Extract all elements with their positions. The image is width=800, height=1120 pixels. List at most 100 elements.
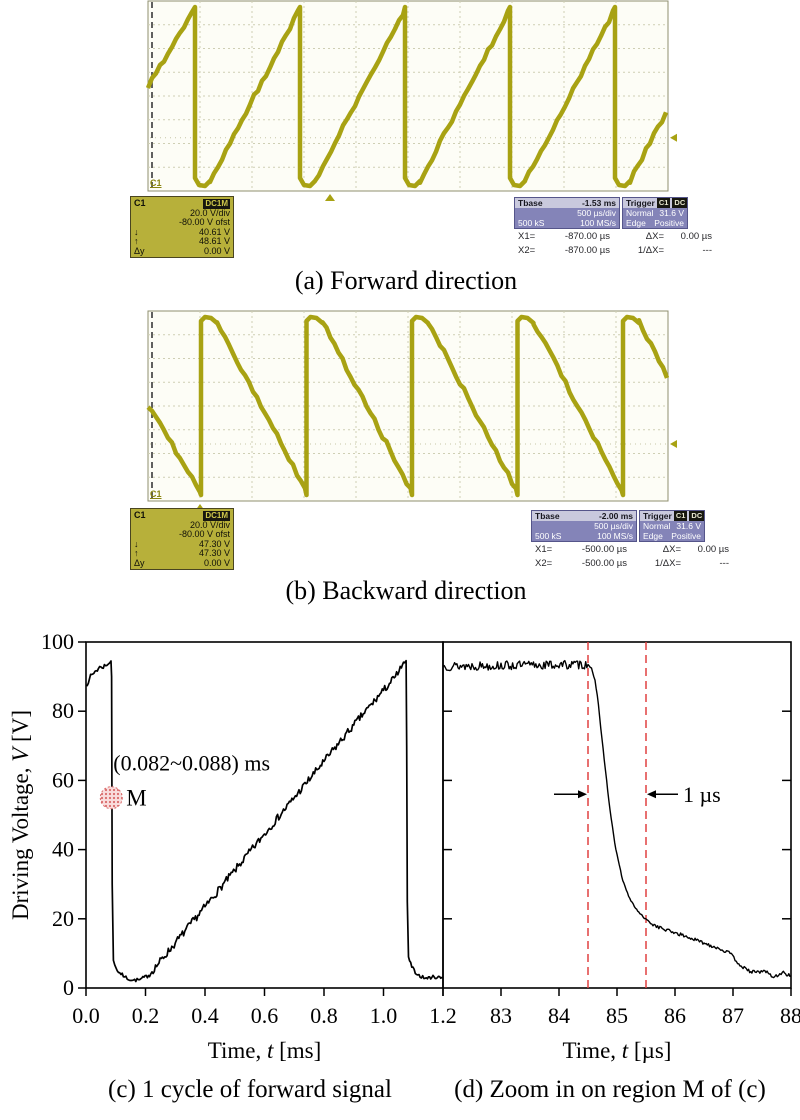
timebase-delay: -1.53 ms bbox=[581, 198, 616, 208]
x-tick-label: 0.6 bbox=[251, 1003, 279, 1028]
min-cursor-icon: ↓ bbox=[134, 226, 139, 237]
trigger-label: Trigger bbox=[626, 198, 655, 208]
region-label: M bbox=[126, 786, 146, 811]
x-axis-title-d: Time, t [µs] bbox=[563, 1038, 672, 1063]
x-tick-label: 88 bbox=[780, 1003, 800, 1028]
caption-d: (d) Zoom in on region M of (c) bbox=[454, 1076, 766, 1103]
delta-y-icon: Δy bbox=[134, 557, 145, 568]
x-tick-label: 1.2 bbox=[429, 1003, 457, 1028]
trigger-level: 31.6 V bbox=[659, 208, 684, 218]
cursor-readout-x1: X1= -500.00 µs ΔX= 0.00 µs bbox=[535, 544, 729, 555]
x-tick-label: 85 bbox=[606, 1003, 628, 1028]
offset-readout: -80.00 V ofst bbox=[178, 529, 230, 540]
trigger-coupling-badge: DC bbox=[689, 511, 705, 521]
volts-per-div: 20.0 V/div bbox=[189, 519, 230, 530]
memory-depth: 500 kS bbox=[518, 218, 545, 228]
delta-y-value: 0.00 V bbox=[203, 245, 230, 256]
cursor-readout-x2: X2= -500.00 µs 1/ΔX= --- bbox=[535, 558, 729, 569]
dx-value: 0.00 µs bbox=[680, 231, 712, 242]
inv-dx-label: 1/ΔX= bbox=[654, 558, 681, 569]
trigger-label: Trigger bbox=[643, 511, 672, 521]
x-tick-label: 0.8 bbox=[310, 1003, 338, 1028]
x-tick-label: 86 bbox=[664, 1003, 686, 1028]
cursor-readout-x1: X1= -870.00 µs ΔX= 0.00 µs bbox=[518, 231, 712, 242]
trigger-mode: Normal bbox=[643, 521, 671, 531]
dx-value: 0.00 µs bbox=[697, 544, 729, 555]
time-range-annotation: (0.082~0.088) ms bbox=[113, 751, 270, 776]
channel-info-panel: C1 DC1M 20.0 V/div -80.00 V ofst ↓ 40.61 … bbox=[130, 196, 234, 258]
channel-info-panel: C1 DC1M 20.0 V/div -80.00 V ofst ↓ 47.30 … bbox=[130, 508, 234, 570]
trigger-panel: Trigger C1 DC Normal 31.6 V Edge Positive bbox=[622, 197, 688, 229]
caption-a: (a) Forward direction bbox=[294, 266, 518, 295]
trigger-slope: Positive bbox=[654, 218, 684, 228]
timebase-panel: Tbase -1.53 ms 500 µs/div 500 kS 100 MS/s bbox=[514, 197, 620, 229]
y-tick-label: 80 bbox=[52, 698, 74, 723]
offset-readout: -80.00 V ofst bbox=[178, 217, 230, 228]
delta-y-icon: Δy bbox=[134, 245, 145, 256]
timebase-label: Tbase bbox=[535, 511, 560, 521]
cursor-readout-x2: X2= -870.00 µs 1/ΔX= --- bbox=[518, 245, 712, 256]
scope-channel-marker: C1 bbox=[150, 178, 162, 188]
x2-label: X2= bbox=[518, 245, 536, 256]
trigger-coupling-badge: DC bbox=[672, 198, 688, 208]
waveform-d bbox=[442, 659, 792, 979]
max-cursor-value: 47.30 V bbox=[198, 548, 230, 559]
trigger-level-marker-icon bbox=[670, 133, 677, 142]
x2-value: -870.00 µs bbox=[564, 245, 610, 256]
x-tick-label: 87 bbox=[722, 1003, 744, 1028]
timebase-panel: Tbase -2.00 ms 500 µs/div 500 kS 100 MS/s bbox=[531, 510, 637, 542]
trigger-mode: Normal bbox=[626, 208, 654, 218]
oscilloscope-screenshot-forward bbox=[146, 0, 677, 201]
coupling-badge: DC1M bbox=[203, 199, 230, 209]
y-tick-label: 40 bbox=[52, 837, 74, 862]
x2-value: -500.00 µs bbox=[581, 558, 627, 569]
max-cursor-value: 48.61 V bbox=[198, 236, 230, 247]
driving-voltage-plots: 0 20 40 60 80 100 0.0 0.2 0.4 0.6 0.8 1.0 1.2 83 84 85 8… bbox=[8, 629, 800, 1063]
inv-dx-value: --- bbox=[702, 245, 713, 256]
trigger-level-marker-icon bbox=[670, 440, 677, 448]
inv-dx-label: 1/ΔX= bbox=[637, 245, 664, 256]
y-tick-label: 100 bbox=[41, 629, 74, 654]
trigger-source-badge: C1 bbox=[673, 511, 688, 521]
trigger-level: 31.6 V bbox=[676, 521, 701, 531]
inv-dx-value: --- bbox=[719, 558, 730, 569]
caption-b: (b) Backward direction bbox=[285, 576, 527, 605]
x1-value: -870.00 µs bbox=[564, 231, 610, 242]
channel-label: C1 bbox=[134, 198, 146, 208]
trigger-kind: Edge bbox=[643, 531, 663, 541]
dx-label: ΔX= bbox=[662, 544, 681, 555]
oscilloscope-screenshot-backward bbox=[146, 310, 677, 511]
x1-value: -500.00 µs bbox=[581, 544, 627, 555]
max-cursor-icon: ↑ bbox=[134, 548, 139, 559]
x1-label: X1= bbox=[535, 544, 553, 555]
y-tick-label: 0 bbox=[63, 975, 74, 1000]
max-cursor-icon: ↑ bbox=[134, 236, 139, 247]
x-tick-label: 84 bbox=[548, 1003, 570, 1028]
x-tick-label: 83 bbox=[490, 1003, 512, 1028]
plot-d-frame bbox=[442, 641, 792, 989]
delta-y-value: 0.00 V bbox=[203, 557, 230, 568]
volts-per-div: 20.0 V/div bbox=[189, 207, 230, 218]
plot-c-frame bbox=[85, 641, 444, 989]
memory-depth: 500 kS bbox=[535, 531, 562, 541]
delay-marker-icon bbox=[325, 194, 335, 201]
dx-label: ΔX= bbox=[645, 231, 664, 242]
time-per-div: 500 µs/div bbox=[594, 521, 633, 531]
y-axis-title: Driving Voltage, V [V] bbox=[8, 710, 33, 920]
scope-trace bbox=[146, 4, 669, 189]
channel-label: C1 bbox=[134, 510, 146, 520]
waveform-c bbox=[85, 659, 444, 983]
trigger-panel: Trigger C1 DC Normal 31.6 V Edge Positive bbox=[639, 510, 705, 542]
region-marker bbox=[99, 786, 123, 810]
gap-arrowhead-left-icon bbox=[647, 790, 656, 799]
y-tick-label: 20 bbox=[52, 906, 74, 931]
timebase-label: Tbase bbox=[518, 198, 543, 208]
trigger-source-badge: C1 bbox=[656, 198, 671, 208]
time-per-div: 500 µs/div bbox=[577, 208, 616, 218]
x2-label: X2= bbox=[535, 558, 553, 569]
sample-rate: 100 MS/s bbox=[580, 218, 616, 228]
min-cursor-value: 40.61 V bbox=[198, 226, 230, 237]
trigger-slope: Positive bbox=[671, 531, 701, 541]
timebase-delay: -2.00 ms bbox=[598, 511, 633, 521]
